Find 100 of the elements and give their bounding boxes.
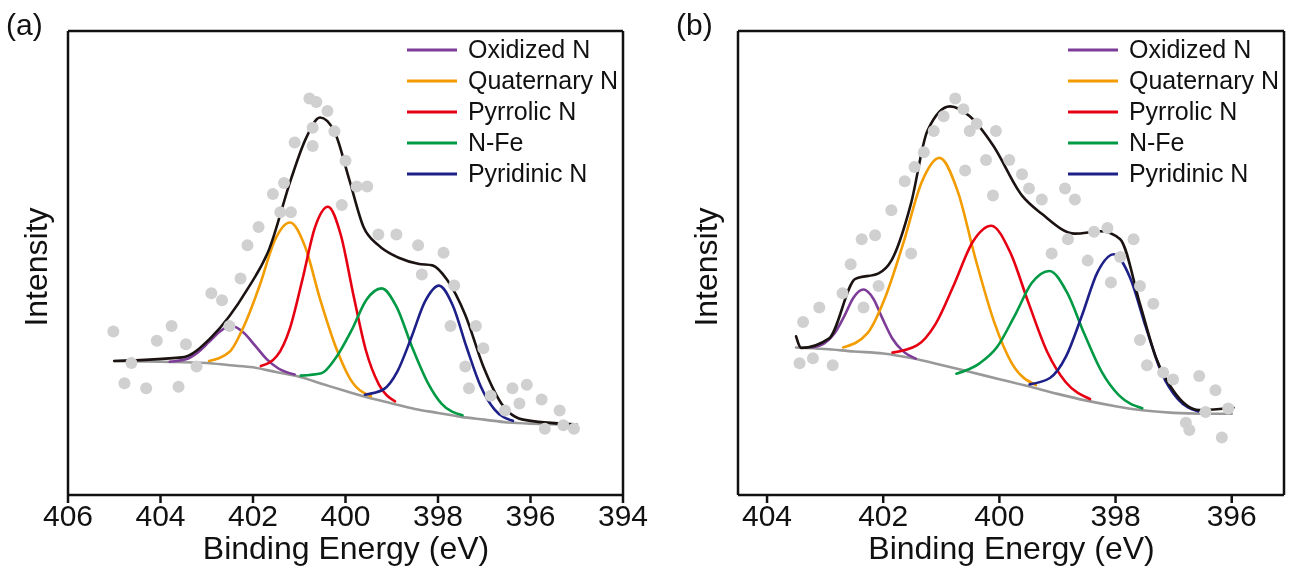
point [1068, 193, 1081, 206]
point [1167, 373, 1180, 386]
point [499, 404, 512, 417]
point [350, 180, 363, 193]
point [826, 359, 839, 372]
point [872, 280, 885, 292]
point [172, 380, 185, 393]
point [459, 360, 472, 373]
chart-title: (b) [676, 8, 713, 42]
point [1035, 193, 1048, 206]
point [372, 228, 385, 241]
legend-label: N-Fe [467, 127, 524, 158]
point [857, 301, 870, 314]
point [165, 320, 178, 333]
point [1003, 153, 1016, 166]
point [937, 110, 950, 123]
point [179, 338, 192, 351]
legend-label: N-Fe [1128, 127, 1185, 158]
x-tick-label: 404 [135, 499, 186, 533]
point [252, 220, 265, 233]
point [927, 124, 940, 137]
point [150, 334, 163, 347]
point [1088, 225, 1101, 238]
point [844, 258, 857, 271]
point [390, 228, 403, 241]
legend-label: Quaternary N [1128, 65, 1279, 96]
point [957, 103, 970, 116]
point [216, 294, 229, 307]
point [321, 105, 334, 118]
legend-label: Pyrrolic N [1128, 96, 1238, 127]
point [1045, 247, 1058, 260]
x-tick-label: 406 [42, 499, 94, 533]
point [797, 316, 810, 329]
point [361, 180, 374, 193]
point [190, 360, 203, 373]
point [284, 206, 297, 219]
point [980, 153, 993, 166]
point [437, 246, 450, 259]
legend-label: Pyridinic N [467, 158, 588, 189]
point [444, 320, 457, 333]
point [462, 382, 475, 395]
point [1199, 406, 1212, 419]
point [266, 188, 279, 200]
point [223, 320, 236, 333]
point [813, 301, 826, 314]
legend-label: Pyrrolic N [467, 96, 577, 127]
point [989, 124, 1002, 137]
point [855, 233, 868, 246]
point [241, 239, 254, 252]
point [567, 422, 580, 435]
point [520, 378, 533, 391]
point [484, 389, 497, 402]
x-tick-label: 396 [1206, 499, 1257, 533]
point [205, 287, 218, 300]
legend-label: Oxidized N [467, 34, 591, 65]
x-tick-label: 398 [412, 499, 464, 533]
legend-label: Pyridinic N [1128, 158, 1249, 189]
point [836, 287, 849, 300]
point [1147, 297, 1160, 310]
point [328, 125, 341, 138]
point [949, 92, 962, 105]
x-axis-title: Binding Energy (eV) [868, 530, 1155, 567]
point [513, 397, 526, 410]
point [1104, 276, 1117, 289]
x-tick-label: 398 [1090, 499, 1141, 533]
point [1023, 182, 1036, 195]
point [125, 356, 138, 369]
point [107, 325, 120, 338]
x-tick-label: 394 [597, 499, 649, 533]
point [1081, 254, 1094, 267]
x-tick-label: 400 [974, 499, 1025, 533]
y-axis-title: Intensity [17, 206, 55, 327]
point [970, 117, 983, 130]
point [869, 229, 882, 242]
point [1140, 359, 1153, 372]
x-tick-label: 402 [858, 499, 909, 533]
point [959, 164, 972, 177]
point [1101, 222, 1114, 235]
point [1016, 168, 1029, 181]
legend-label: Oxidized N [1128, 34, 1252, 65]
point [310, 95, 323, 108]
point [306, 140, 319, 153]
point [274, 206, 287, 219]
point [1133, 333, 1146, 346]
point [477, 342, 490, 355]
point [306, 121, 319, 134]
point [118, 377, 131, 390]
point [448, 279, 461, 292]
point [1222, 402, 1235, 415]
point [553, 404, 566, 417]
point [335, 199, 348, 212]
point [1061, 233, 1074, 246]
point [557, 419, 570, 432]
point [905, 247, 918, 260]
point [1133, 280, 1146, 292]
x-tick-label: 400 [320, 499, 371, 533]
point [908, 161, 921, 174]
x-tick-label: 402 [227, 499, 279, 533]
legend-label: Quaternary N [467, 65, 618, 96]
point [234, 272, 247, 285]
